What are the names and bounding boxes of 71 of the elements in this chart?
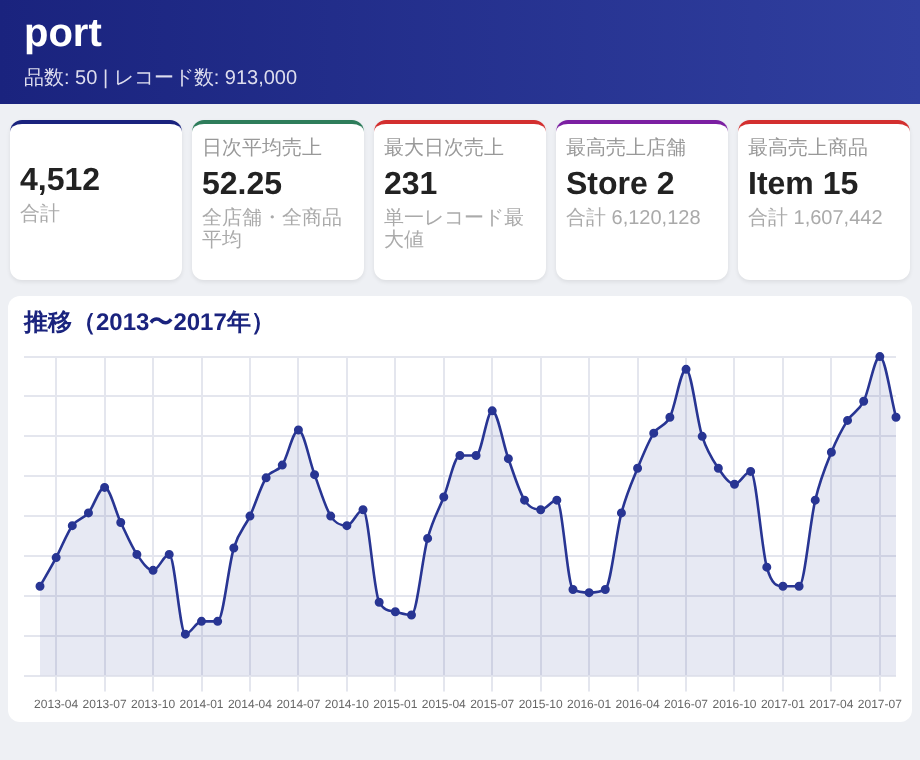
point bbox=[67, 521, 77, 531]
point bbox=[616, 508, 626, 518]
point bbox=[439, 492, 449, 502]
point bbox=[762, 562, 772, 572]
chart-title: 推移（2013〜2017年） bbox=[24, 306, 277, 340]
point bbox=[390, 607, 400, 617]
point bbox=[229, 543, 239, 553]
point bbox=[116, 517, 126, 527]
point bbox=[713, 463, 723, 473]
point bbox=[568, 584, 578, 594]
text: 52.25 bbox=[202, 168, 285, 204]
text: 最高売上店舗 bbox=[566, 135, 688, 162]
point bbox=[552, 495, 562, 505]
point bbox=[132, 549, 142, 559]
point bbox=[875, 352, 885, 362]
point bbox=[197, 616, 207, 626]
point bbox=[520, 495, 530, 505]
point bbox=[729, 479, 739, 489]
text: port bbox=[24, 12, 104, 58]
point bbox=[83, 508, 93, 518]
text: 合計 6,120,128 bbox=[566, 208, 703, 230]
text: 品数: 50 | レコード数: 913,000 bbox=[24, 66, 300, 92]
point bbox=[148, 565, 158, 575]
point bbox=[423, 533, 433, 543]
point bbox=[293, 425, 303, 435]
text: 単一レコード最大値 bbox=[384, 208, 526, 252]
point bbox=[891, 412, 901, 422]
point bbox=[374, 597, 384, 607]
text: 最高売上商品 bbox=[748, 135, 870, 162]
point bbox=[697, 431, 707, 441]
point bbox=[35, 581, 45, 591]
text: 4,512 bbox=[20, 164, 103, 200]
point bbox=[342, 521, 352, 531]
text: 合計 bbox=[20, 204, 62, 226]
text: 日次平均売上 bbox=[202, 135, 324, 162]
point bbox=[487, 406, 497, 416]
point bbox=[455, 450, 465, 460]
point bbox=[584, 588, 594, 598]
point bbox=[681, 364, 691, 374]
point bbox=[600, 584, 610, 594]
point bbox=[406, 610, 416, 620]
point bbox=[245, 511, 255, 521]
point bbox=[843, 415, 853, 425]
point bbox=[826, 447, 836, 457]
point bbox=[810, 495, 820, 505]
text: 最大日次売上 bbox=[384, 135, 506, 162]
text: 全店舗・全商品平均 bbox=[202, 208, 344, 252]
point bbox=[471, 450, 481, 460]
text: 合計 1,607,442 bbox=[748, 208, 885, 230]
point bbox=[746, 466, 756, 476]
text: 231 bbox=[384, 168, 440, 204]
text: Item 15 bbox=[748, 168, 861, 204]
point bbox=[859, 396, 869, 406]
point bbox=[51, 553, 61, 563]
text: Store 2 bbox=[566, 168, 677, 204]
point bbox=[358, 505, 368, 515]
point bbox=[310, 470, 320, 480]
point bbox=[326, 511, 336, 521]
point bbox=[213, 616, 223, 626]
point bbox=[261, 473, 271, 483]
point bbox=[503, 454, 513, 464]
point bbox=[100, 482, 110, 492]
point bbox=[665, 412, 675, 422]
point bbox=[180, 629, 190, 639]
point bbox=[633, 463, 643, 473]
point bbox=[649, 428, 659, 438]
point bbox=[164, 549, 174, 559]
point bbox=[778, 581, 788, 591]
point bbox=[277, 460, 287, 470]
point bbox=[536, 505, 546, 515]
point bbox=[794, 581, 804, 591]
